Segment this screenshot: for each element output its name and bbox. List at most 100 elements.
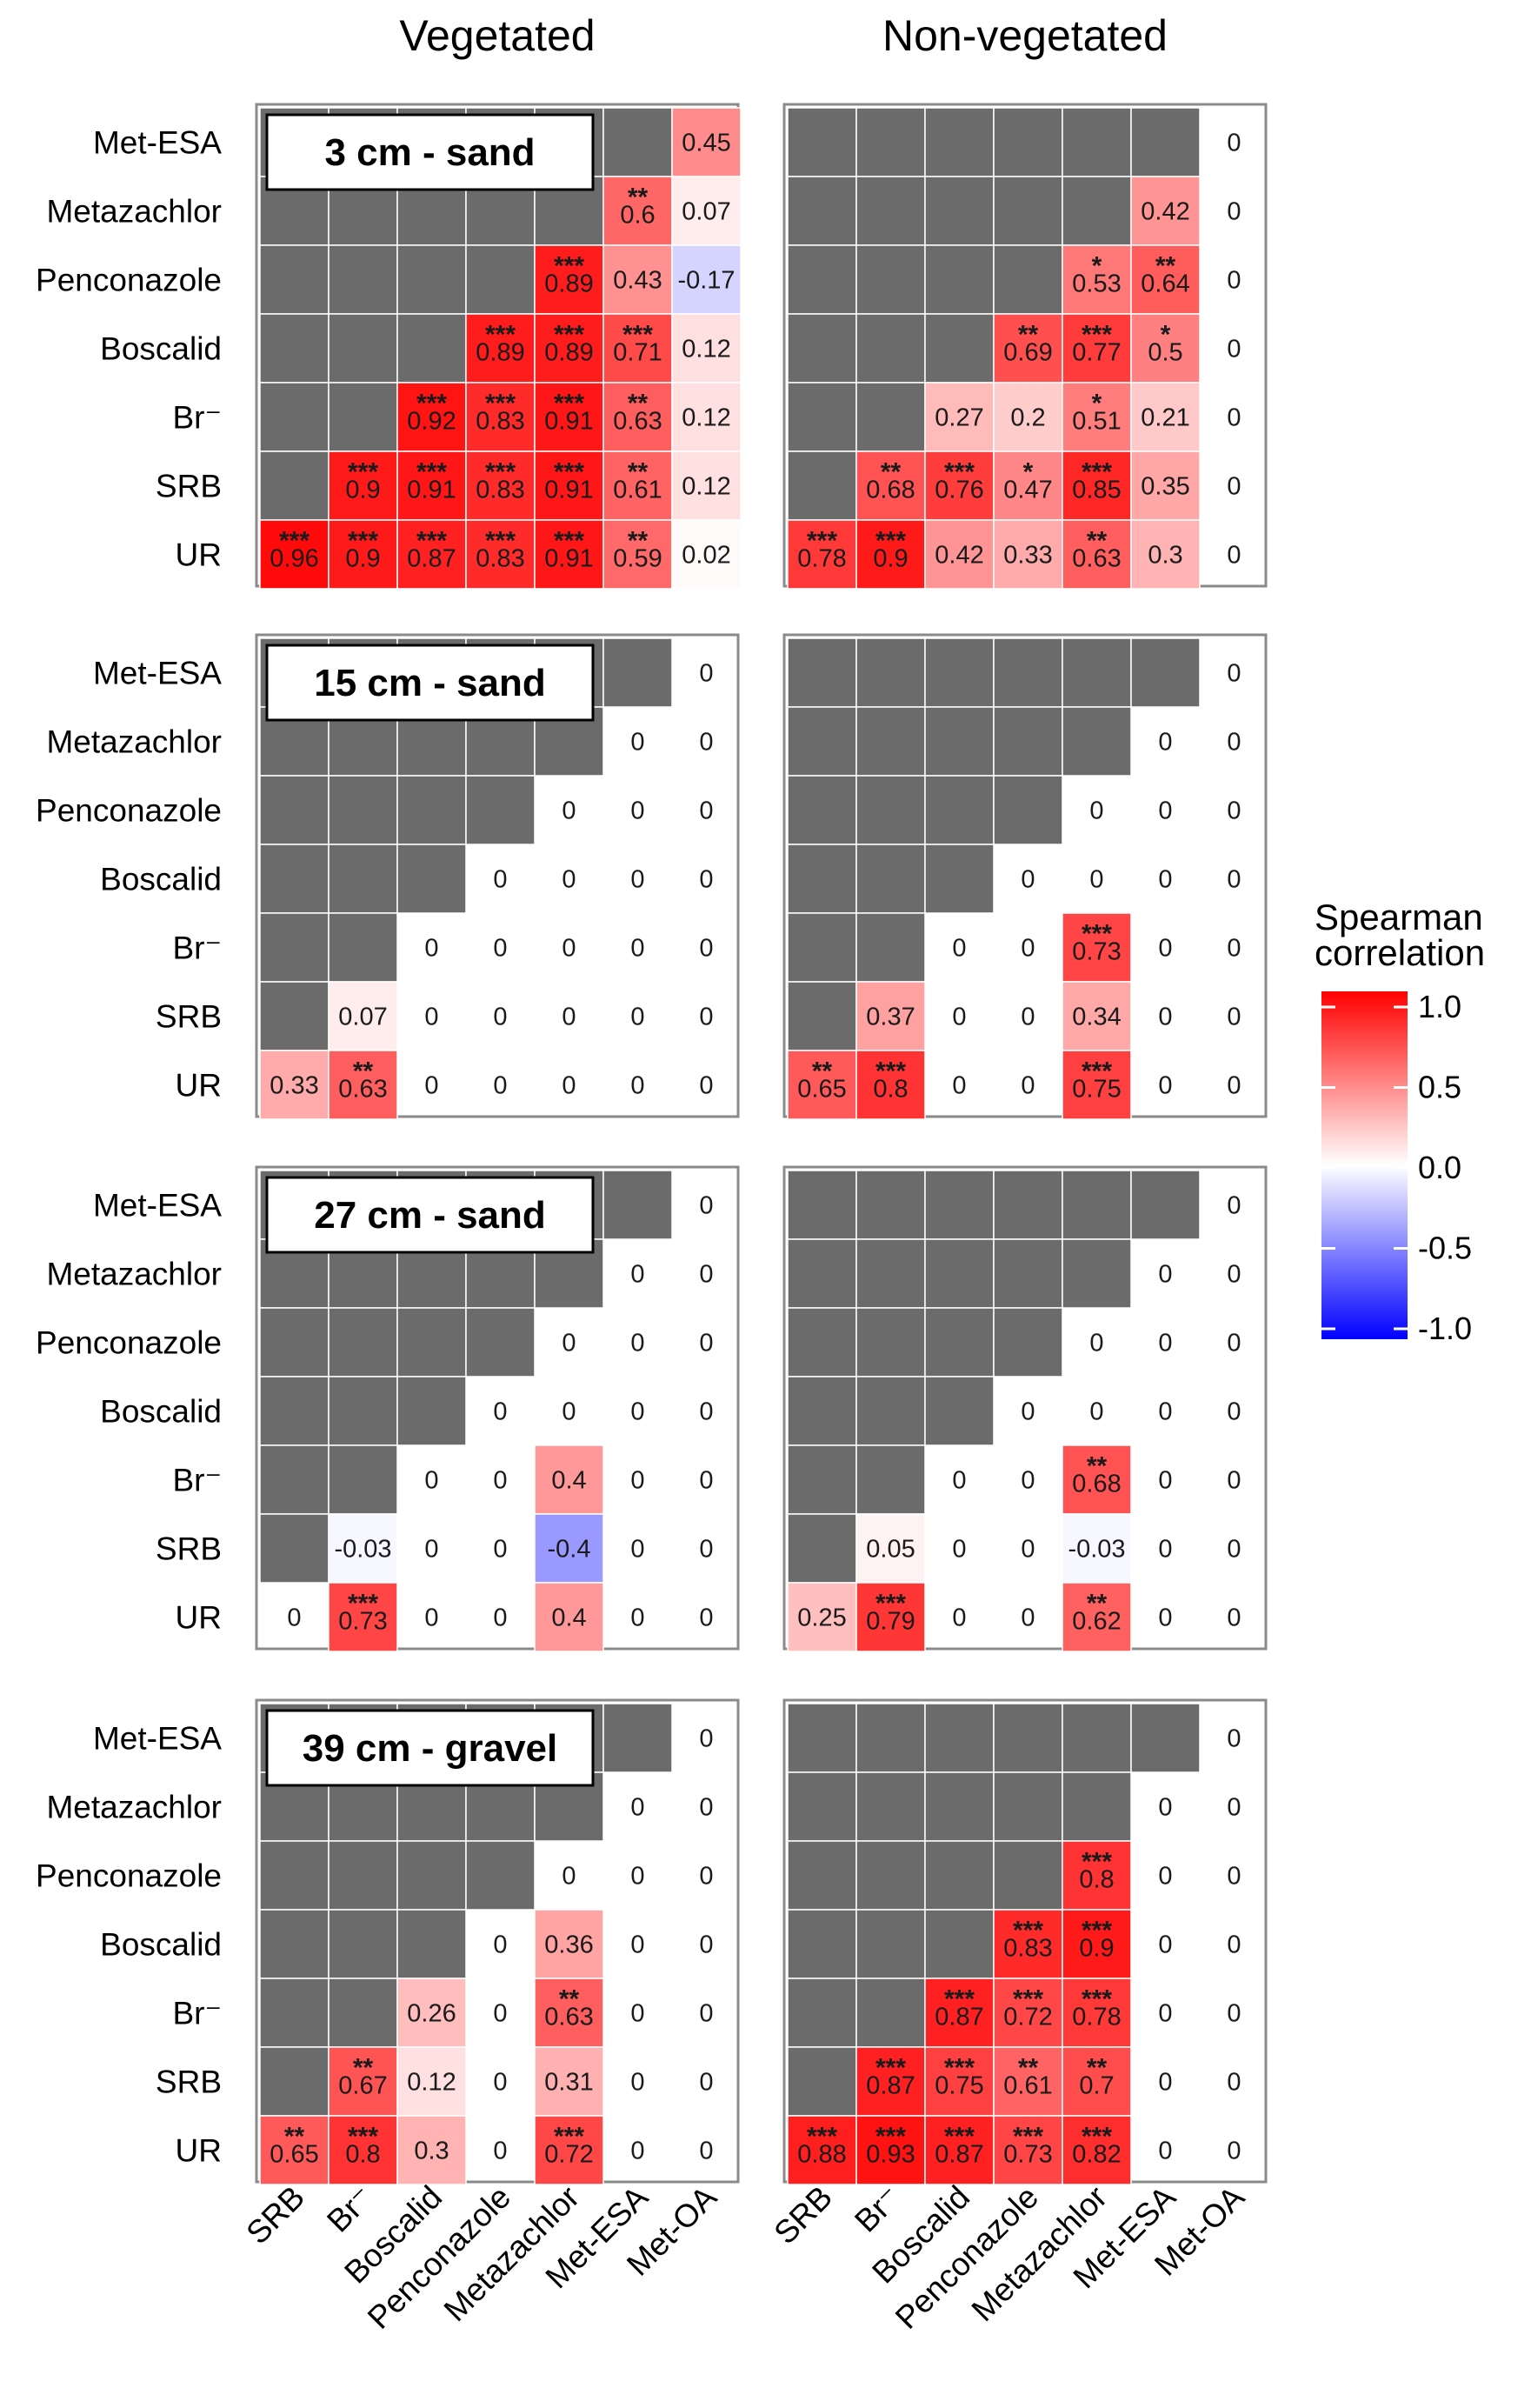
heatmap-cell xyxy=(396,775,467,845)
heatmap-cell xyxy=(259,912,329,983)
significance-stars: *** xyxy=(875,2054,906,2083)
cell-value-label: 0 xyxy=(493,1467,507,1495)
heatmap-cell: 0 xyxy=(1227,1072,1241,1100)
masked-cell xyxy=(855,912,926,983)
row-label: Penconazole xyxy=(36,1325,222,1361)
value-cell xyxy=(259,2115,329,2185)
heatmap-cell: 0 xyxy=(630,1536,644,1564)
value-cell xyxy=(671,244,742,315)
row-label: Metazachlor xyxy=(46,1257,222,1292)
heatmap-cell: 0 xyxy=(699,1725,713,1753)
value-cell xyxy=(1062,244,1132,315)
cell-value-label: 0 xyxy=(562,797,576,825)
cell-value-label: 0.3 xyxy=(1148,542,1182,570)
masked-cell xyxy=(924,1909,995,1979)
heatmap-cell xyxy=(855,382,926,452)
significance-stars: *** xyxy=(554,390,584,418)
masked-cell xyxy=(259,1909,329,1979)
cell-value-label: 0 xyxy=(952,1604,966,1632)
cell-value-label: 0 xyxy=(1021,1467,1035,1495)
legend-tick-label: 0.0 xyxy=(1418,1150,1461,1185)
heatmap-cell: 0.63** xyxy=(602,382,673,452)
cell-value-label: 0 xyxy=(1158,1072,1172,1100)
row-label: Metazachlor xyxy=(46,724,222,760)
heatmap-cell: 0.83*** xyxy=(993,1909,1063,1979)
masked-cell xyxy=(993,1703,1063,1773)
masked-cell xyxy=(328,1978,398,2048)
heatmap-cell xyxy=(259,844,329,914)
cell-value-label: 0 xyxy=(1158,1261,1172,1289)
heatmap-cell xyxy=(993,637,1063,708)
masked-cell xyxy=(328,1444,398,1515)
cell-value-label: 0 xyxy=(699,1536,713,1564)
heatmap-cell: 0.9*** xyxy=(328,450,398,521)
cell-value-label: 0 xyxy=(493,866,507,894)
legend-title-line-2: correlation xyxy=(1315,932,1485,973)
significance-stars: ** xyxy=(1087,1452,1108,1481)
row-label: SRB xyxy=(156,999,222,1035)
cell-value-label: 0 xyxy=(1227,336,1241,364)
heatmap-cell: -0.03 xyxy=(1062,1513,1132,1584)
masked-cell xyxy=(1130,1703,1201,1773)
heatmap-cell: 0 xyxy=(1227,797,1241,825)
heatmap-cell: 0 xyxy=(1227,1863,1241,1891)
value-cell xyxy=(855,2115,926,2185)
cell-value-label: 0 xyxy=(493,935,507,963)
heatmap-cell: 0 xyxy=(1158,1794,1172,1822)
masked-cell xyxy=(787,912,857,983)
heatmap-cell xyxy=(993,1307,1063,1377)
value-cell xyxy=(855,1050,926,1120)
heatmap-cell xyxy=(259,244,329,315)
heatmap-cell xyxy=(602,1170,673,1240)
cell-value-label: 0 xyxy=(1227,1863,1241,1891)
cell-value-label: 0.51 xyxy=(1072,408,1121,436)
heatmap-cell: 0 xyxy=(1227,935,1241,963)
heatmap-cell: 0 xyxy=(1227,267,1241,295)
row-label: Boscalid xyxy=(100,331,222,367)
heatmap-cell: 0.4 xyxy=(534,1444,604,1515)
heatmap-cell: 0 xyxy=(1227,2069,1241,2097)
heatmap-cell: 0.26 xyxy=(396,1978,467,2048)
heatmap-cell xyxy=(259,981,329,1051)
heatmap-cell xyxy=(787,1840,857,1911)
significance-stars: *** xyxy=(944,2054,975,2083)
cell-value-label: 0 xyxy=(699,1330,713,1357)
heatmap-cell: 0 xyxy=(699,2000,713,2028)
masked-cell xyxy=(924,775,995,845)
cell-value-label: 0 xyxy=(952,1467,966,1495)
value-cell xyxy=(1062,1513,1132,1584)
heatmap-cell: 0 xyxy=(630,1604,644,1632)
heatmap-cell xyxy=(924,107,995,177)
depth-label: 27 cm - sand xyxy=(314,1194,546,1237)
masked-cell xyxy=(993,1170,1063,1240)
cell-value-label: 0.43 xyxy=(613,267,662,295)
heatmap-cell xyxy=(787,706,857,777)
heatmap-cell xyxy=(787,1771,857,1842)
heatmap-cell: 0 xyxy=(493,1536,507,1564)
cell-value-label: 0.9 xyxy=(873,545,908,573)
depth-label: 15 cm - sand xyxy=(314,662,546,704)
row-label: Penconazole xyxy=(36,1858,222,1894)
value-cell xyxy=(1062,382,1132,452)
heatmap-cell xyxy=(328,1307,398,1377)
cell-value-label: 0 xyxy=(1158,1794,1172,1822)
cell-value-label: 0.4 xyxy=(551,1604,586,1632)
heatmap-cell: 0 xyxy=(699,1863,713,1891)
cell-value-label: 0 xyxy=(699,1604,713,1632)
heatmap-cell: 0.67** xyxy=(328,2046,398,2117)
significance-stars: ** xyxy=(628,183,649,212)
cell-value-label: 0.63 xyxy=(613,408,662,436)
heatmap-cell: 0 xyxy=(1021,1467,1035,1495)
cell-value-label: 0 xyxy=(1021,1604,1035,1632)
heatmap-cell: 0 xyxy=(1227,1004,1241,1031)
heatmap-cell: 0 xyxy=(493,1398,507,1426)
heatmap-cell: 0 xyxy=(699,1261,713,1289)
cell-value-label: 0 xyxy=(1089,1398,1103,1426)
cell-value-label: 0 xyxy=(1021,866,1035,894)
value-cell xyxy=(1062,1050,1132,1120)
cell-value-label: 0 xyxy=(1227,797,1241,825)
cell-value-label: 0.91 xyxy=(407,477,456,504)
cell-value-label: 0 xyxy=(1227,130,1241,157)
cell-value-label: 0 xyxy=(493,1536,507,1564)
